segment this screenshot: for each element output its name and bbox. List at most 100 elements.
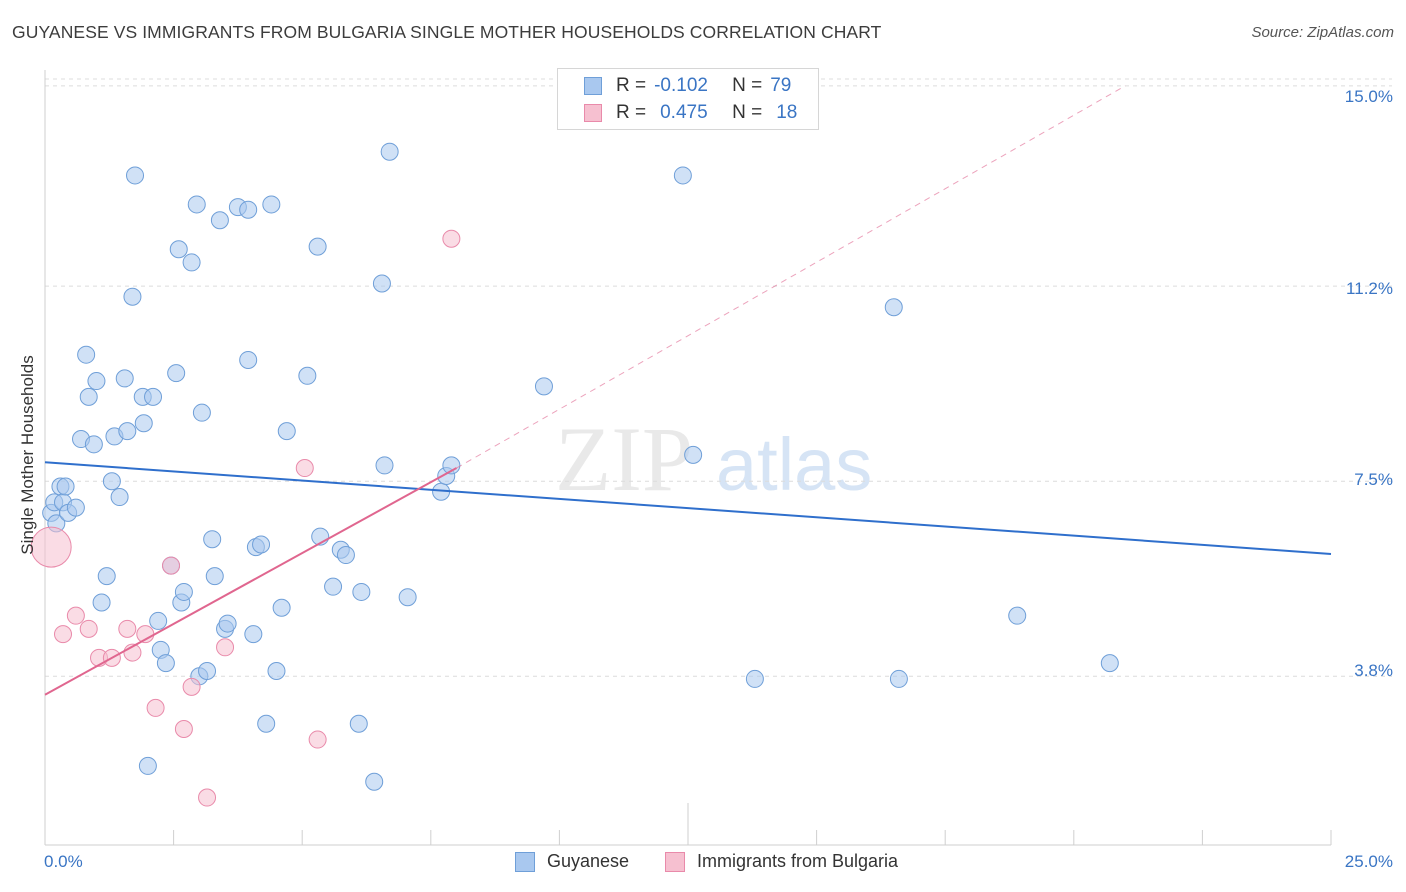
data-point-guyanese	[239, 350, 258, 369]
y-tick-label: 3.8%	[1354, 661, 1393, 680]
data-point-guyanese	[352, 582, 371, 601]
data-point-guyanese	[126, 166, 145, 185]
legend-n-label: N =	[732, 75, 763, 96]
data-point-bulgaria	[66, 606, 85, 625]
legend-r-value: 0.475	[660, 102, 708, 123]
data-point-guyanese	[324, 577, 343, 596]
legend-swatch-guyanese	[515, 851, 535, 872]
data-point-guyanese	[257, 714, 276, 733]
data-point-guyanese	[138, 756, 157, 775]
data-point-bulgaria	[162, 556, 181, 575]
watermark: ZIP atlas	[555, 408, 872, 510]
data-point-guyanese	[349, 714, 368, 733]
data-point-guyanese	[218, 614, 237, 633]
data-point-guyanese	[239, 200, 258, 219]
watermark-zip: ZIP	[555, 408, 693, 510]
data-point-guyanese	[134, 414, 153, 433]
y-tick-label: 7.5%	[1354, 470, 1393, 489]
data-point-bulgaria	[182, 677, 201, 696]
data-point-guyanese	[398, 588, 417, 607]
data-point-guyanese	[298, 366, 317, 385]
legend-n-label: N =	[732, 102, 763, 123]
data-point-guyanese	[167, 364, 186, 383]
data-point-guyanese	[123, 287, 142, 306]
data-point-guyanese	[1008, 606, 1027, 625]
data-point-bulgaria	[198, 788, 217, 807]
data-point-guyanese	[336, 546, 355, 565]
legend-swatch-bulgaria	[665, 851, 685, 872]
data-point-bulgaria	[118, 619, 137, 638]
chart-title: GUYANESE VS IMMIGRANTS FROM BULGARIA SIN…	[12, 22, 882, 42]
data-point-guyanese	[684, 445, 703, 464]
data-point-guyanese	[156, 654, 175, 673]
legend-item-bulgaria[interactable]: Immigrants from Bulgaria	[665, 851, 898, 872]
legend-r-label: R =	[616, 102, 647, 123]
data-point-guyanese	[84, 435, 103, 454]
data-point-bulgaria	[308, 730, 327, 749]
data-point-guyanese	[308, 237, 327, 256]
data-point-guyanese	[252, 535, 271, 554]
data-point-guyanese	[92, 593, 111, 612]
data-point-guyanese	[77, 345, 96, 364]
data-point-bulgaria	[295, 459, 314, 478]
data-point-guyanese	[115, 369, 134, 388]
y-tick-label: 11.2%	[1346, 279, 1393, 298]
data-point-guyanese	[277, 422, 296, 441]
data-point-guyanese	[79, 387, 98, 406]
data-point-guyanese	[149, 611, 168, 630]
data-point-guyanese	[272, 598, 291, 617]
data-point-guyanese	[110, 488, 129, 507]
data-point-guyanese	[267, 662, 286, 681]
data-point-guyanese	[174, 582, 193, 601]
data-point-guyanese	[144, 387, 163, 406]
series-legend: Guyanese Immigrants from Bulgaria	[0, 851, 1406, 877]
data-point-guyanese	[534, 377, 553, 396]
legend-label-guyanese: Guyanese	[547, 851, 630, 871]
data-point-bulgaria	[54, 625, 73, 644]
watermark-atlas: atlas	[716, 423, 872, 506]
data-point-bulgaria	[146, 698, 165, 717]
trend-lines	[44, 85, 1332, 696]
data-point-guyanese	[375, 456, 394, 475]
data-point-bulgaria	[216, 638, 235, 657]
source-label: Source: ZipAtlas.com	[1251, 24, 1394, 41]
legend-swatch-guyanese	[584, 77, 602, 95]
data-point-guyanese	[87, 372, 106, 391]
data-point-guyanese	[97, 567, 116, 586]
series-bulgaria-points	[30, 229, 461, 807]
trend-line-bulgaria-extension	[456, 85, 1126, 469]
data-point-guyanese	[203, 530, 222, 549]
data-point-guyanese	[192, 403, 211, 422]
x-min-label: 0.0%	[44, 852, 83, 871]
legend-n-value: 79	[770, 75, 792, 96]
legend-n-value: 18	[776, 102, 798, 123]
data-point-guyanese	[210, 211, 229, 230]
data-point-guyanese	[198, 662, 217, 681]
trend-line-bulgaria	[44, 467, 458, 696]
data-point-bulgaria	[30, 526, 72, 568]
x-ticks	[44, 803, 1332, 845]
data-point-guyanese	[380, 142, 399, 161]
data-point-guyanese	[372, 274, 391, 293]
data-point-guyanese	[884, 298, 903, 317]
y-axis-label: Single Mother Households	[18, 355, 37, 555]
legend-label-bulgaria: Immigrants from Bulgaria	[697, 851, 899, 871]
data-point-guyanese	[102, 472, 121, 491]
correlation-legend: R = -0.102 N = 79 R = 0.475 N = 18	[557, 68, 819, 130]
legend-item-guyanese[interactable]: Guyanese	[515, 851, 629, 872]
data-point-guyanese	[118, 422, 137, 441]
grid-lines	[45, 78, 1392, 677]
data-point-guyanese	[205, 567, 224, 586]
data-point-guyanese	[182, 253, 201, 272]
trend-line-guyanese	[44, 461, 1332, 555]
legend-r-label: R =	[616, 75, 647, 96]
data-point-bulgaria	[79, 619, 98, 638]
data-point-guyanese	[365, 772, 384, 791]
data-point-guyanese	[169, 240, 188, 259]
data-point-guyanese	[889, 669, 908, 688]
data-point-bulgaria	[442, 229, 461, 248]
data-point-guyanese	[56, 477, 75, 496]
data-point-guyanese	[187, 195, 206, 214]
y-tick-label: 15.0%	[1344, 87, 1393, 106]
